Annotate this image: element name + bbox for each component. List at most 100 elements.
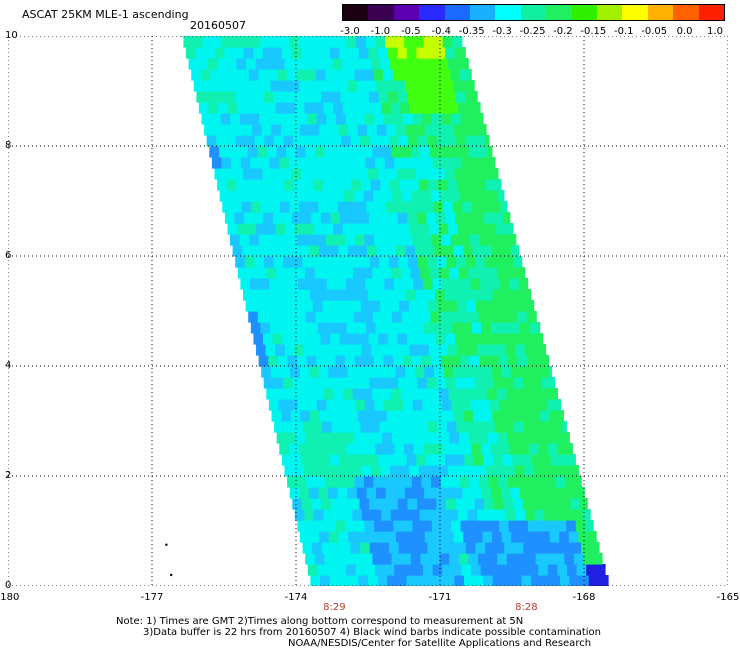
swath-cell <box>306 234 317 246</box>
swath-cell <box>529 487 540 499</box>
swath-cell <box>527 355 538 367</box>
swath-cell <box>348 289 359 301</box>
swath-cell <box>303 300 314 312</box>
swath-cell <box>278 399 289 411</box>
swath-cell <box>426 498 437 510</box>
swath-cell <box>570 498 581 510</box>
swath-cell <box>450 476 461 488</box>
swath-cell <box>544 509 555 521</box>
swath-cell <box>393 399 404 411</box>
swath-cell <box>342 509 353 521</box>
swath-cell <box>221 36 232 48</box>
swath-cell <box>346 564 357 576</box>
swath-cell <box>438 344 449 356</box>
swath-cell <box>593 553 603 565</box>
swath-cell <box>346 157 357 169</box>
swath-cell <box>554 509 565 521</box>
swath-cell <box>290 410 301 422</box>
swath-cell <box>345 399 356 411</box>
swath-cell <box>452 201 463 213</box>
swath-cell <box>461 564 472 576</box>
swath-cell <box>389 135 400 147</box>
swath-cell <box>289 322 300 334</box>
swath-cell <box>363 190 374 202</box>
swath-cell <box>406 454 417 466</box>
swath-cell <box>376 80 387 92</box>
swath-cell <box>338 124 349 136</box>
swath-cell <box>411 190 422 202</box>
swath-cell <box>292 256 303 268</box>
swath-cell <box>458 146 470 158</box>
swath-cell <box>439 388 450 400</box>
swath-cell <box>260 322 271 334</box>
swath-cell <box>244 212 255 224</box>
swath-cell <box>362 553 373 565</box>
swath-cell <box>409 179 420 191</box>
swath-cell <box>398 256 409 268</box>
swath-cell <box>331 421 342 433</box>
swath-cell <box>331 135 342 147</box>
swath-cell <box>429 102 440 114</box>
swath-cell <box>401 267 412 279</box>
swath-cell <box>341 300 352 312</box>
swath-cell <box>431 355 442 367</box>
swath-cell <box>512 454 523 466</box>
swath-cell <box>296 476 307 488</box>
swath-cell <box>362 102 373 114</box>
swath-cell <box>442 564 453 576</box>
swath-cell <box>540 410 551 422</box>
swath-cell <box>381 267 392 279</box>
swath-cell <box>279 36 290 48</box>
swath-cell <box>549 531 560 543</box>
swath-cell <box>414 201 425 213</box>
swath-cell <box>352 344 363 356</box>
swath-cell <box>354 234 365 246</box>
swath-cell <box>468 267 479 279</box>
swath-cell <box>406 168 417 180</box>
swath-cell <box>354 190 365 202</box>
swath-cell <box>516 553 527 565</box>
swath-cell <box>258 190 269 202</box>
swath-cell <box>234 47 245 59</box>
swath-cell <box>464 212 476 224</box>
swath-cell <box>494 542 505 554</box>
swath-cell <box>344 311 355 323</box>
swath-cell <box>319 124 330 136</box>
swath-cell <box>436 91 447 103</box>
swath-cell <box>380 58 391 70</box>
swath-cell <box>428 179 439 191</box>
swath-cell <box>387 454 398 466</box>
swath-cell <box>297 399 308 411</box>
swath-cell <box>311 212 322 224</box>
swath-cell <box>499 278 510 290</box>
swath-cell <box>392 476 403 488</box>
swath-cell <box>316 113 327 125</box>
swath-cell <box>336 443 348 455</box>
swath-cell <box>353 36 364 37</box>
swath-cell <box>425 289 436 301</box>
swath-cell <box>541 498 553 510</box>
swath-cell <box>388 91 399 103</box>
swath-cell <box>297 355 308 367</box>
swath-cell <box>387 47 398 59</box>
swath-cell <box>211 113 222 125</box>
swath-cell <box>467 223 478 235</box>
swath-cell <box>353 146 364 158</box>
swath-cell <box>421 69 432 81</box>
swath-cell <box>497 311 508 323</box>
swath-cell <box>463 124 474 136</box>
swath-cell <box>421 355 432 367</box>
swath-cell <box>339 575 350 586</box>
swath-cell <box>314 146 326 158</box>
swath-cell <box>347 366 358 378</box>
swath-cell <box>254 256 265 268</box>
swath-cell <box>283 256 294 268</box>
swath-cell <box>468 146 479 158</box>
swath-cell <box>496 223 507 235</box>
swath-cell <box>224 212 236 224</box>
swath-cell <box>541 333 544 345</box>
swath-cell <box>356 443 367 455</box>
swath-cell <box>211 157 223 169</box>
swath-cell <box>402 69 413 81</box>
swath-cell <box>328 124 340 136</box>
